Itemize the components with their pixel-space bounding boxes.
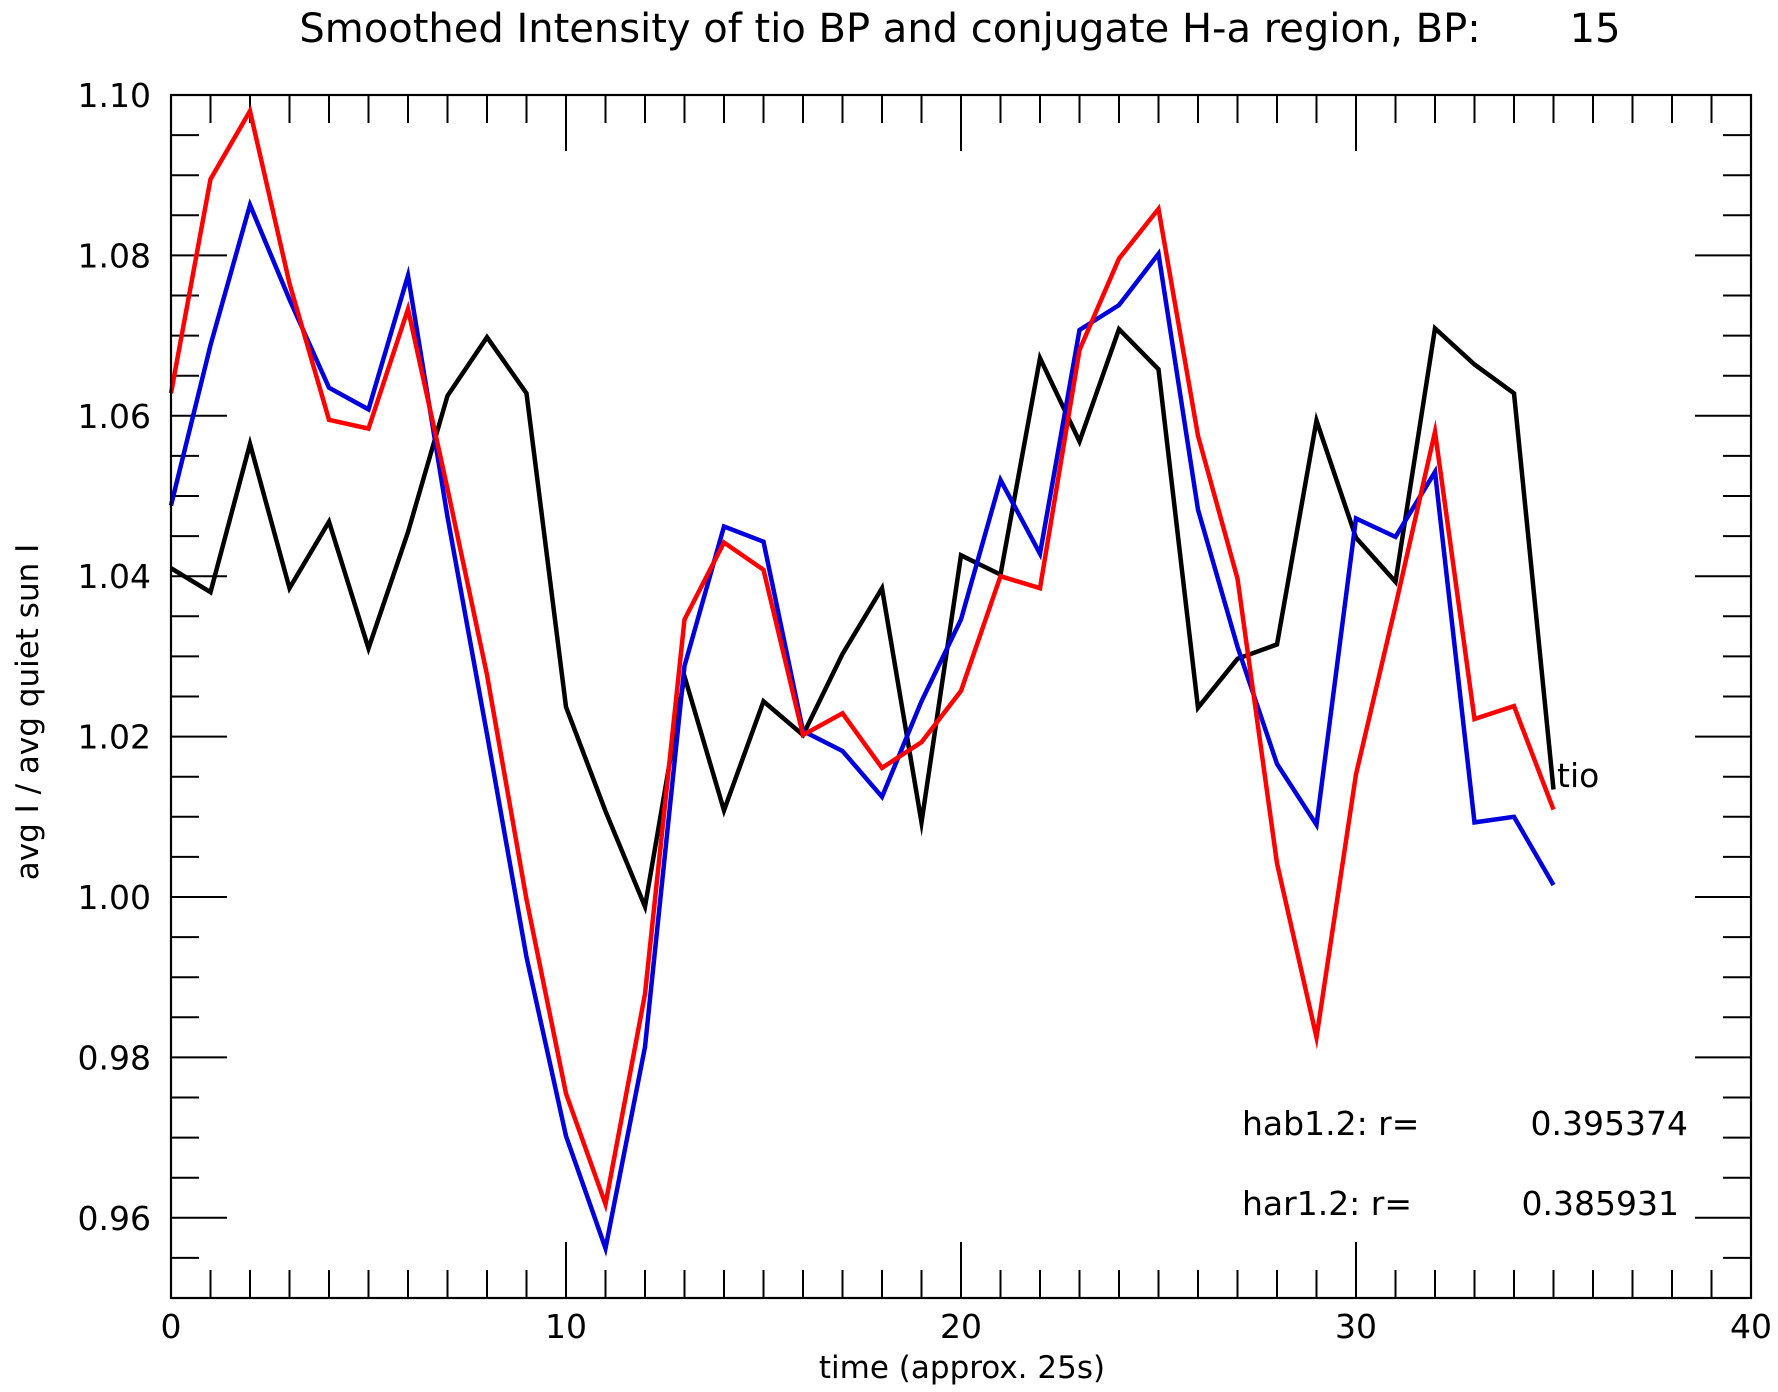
x-axis-label: time (approx. 25s) (819, 1350, 1105, 1386)
series-layer (168, 104, 1556, 1257)
series-label-tio: tio (1557, 756, 1599, 795)
series-line-1 (168, 198, 1556, 1257)
annotation-har-label: har1.2: r= (1242, 1184, 1412, 1223)
y-tick-label: 1.04 (78, 557, 151, 596)
y-tick-label: 0.98 (78, 1038, 151, 1077)
y-tick-label: 1.02 (78, 718, 151, 757)
x-tick-label: 40 (1730, 1307, 1772, 1346)
annotation-hab-label: hab1.2: r= (1242, 1104, 1419, 1143)
tick-labels: 0 10 20 30 40 0.96 0.98 1.00 1.02 1.04 1.06 1.08 1.1… (78, 76, 1772, 1346)
y-tick-label: 1.00 (78, 878, 151, 917)
x-tick-label: 30 (1335, 1307, 1377, 1346)
annotation-hab-value: 0.395374 (1531, 1104, 1688, 1143)
y-tick-label: 1.08 (78, 236, 151, 275)
x-tick-label: 10 (545, 1307, 587, 1346)
y-tick-label: 1.06 (78, 397, 151, 436)
series-line-0 (169, 323, 1556, 915)
x-tick-label: 0 (161, 1307, 182, 1346)
y-tick-label: 1.10 (78, 76, 151, 115)
annotation-har-value: 0.385931 (1522, 1184, 1679, 1223)
chart-title: Smoothed Intensity of tio BP and conjuga… (299, 6, 1620, 52)
series-line-2 (168, 104, 1556, 1213)
y-axis-label: avg I / avg quiet sun I (10, 544, 46, 881)
y-tick-label: 0.96 (78, 1199, 151, 1238)
plot-frame (169, 93, 1753, 1300)
axis-ticks (171, 95, 1751, 1298)
x-tick-label: 20 (940, 1307, 982, 1346)
